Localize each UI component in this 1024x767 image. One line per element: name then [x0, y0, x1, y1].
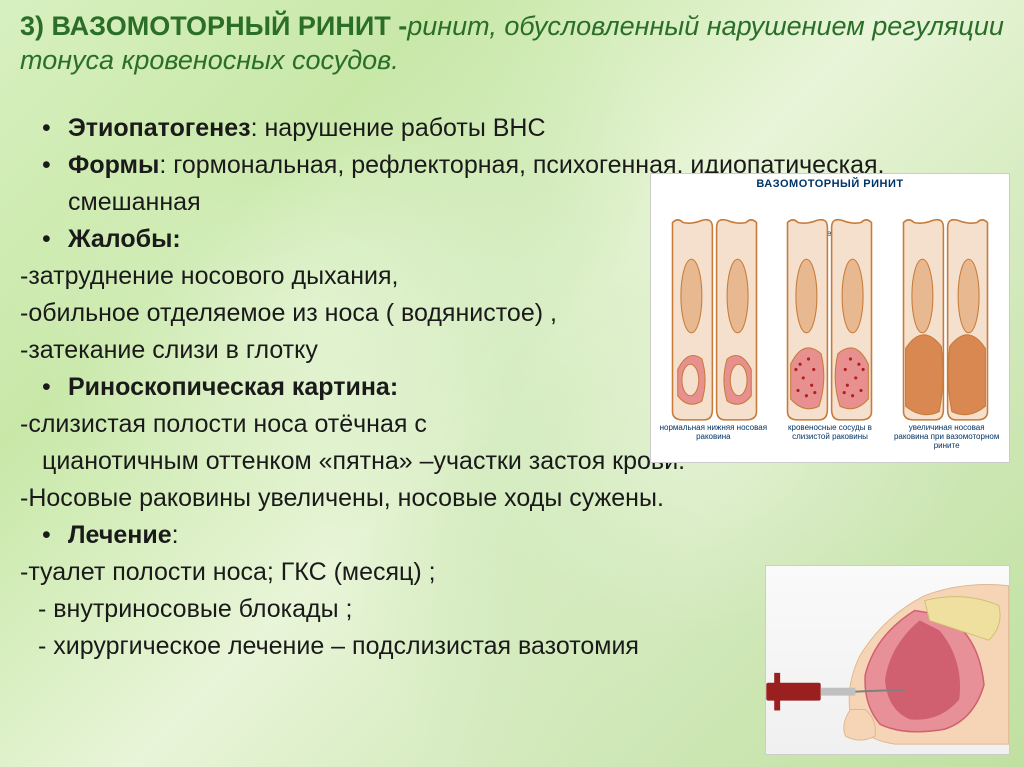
list-item-text: : нарушение работы ВНС — [251, 114, 546, 142]
figure1-title: ВАЗОМОТОРНЫЙ РИНИТ — [651, 174, 1009, 192]
title-number: 3) — [20, 11, 44, 41]
list-item-bold: Лечение — [68, 521, 172, 549]
list-item-text: -Носовые раковины увеличены, носовые ход… — [20, 484, 664, 512]
list-item-text: -туалет полости носа; ГКС (месяц) ; — [20, 558, 436, 586]
nasal-normal — [662, 212, 767, 422]
list-item-bold: Жалобы: — [68, 225, 181, 253]
list-item-bold: Этиопатогенез — [68, 114, 251, 142]
list-item-text: - внутриносовые блокады ; — [38, 595, 352, 623]
slide-title: 3) ВАЗОМОТОРНЫЙ РИНИТ -ринит, обусловлен… — [20, 10, 1004, 78]
list-item: Лечение: — [20, 517, 1004, 554]
caption-3: увеличиная носовая раковина при вазомото… — [891, 424, 1003, 450]
list-item: Этиопатогенез: нарушение работы ВНС — [20, 110, 1004, 147]
figure1-captions: нормальная нижняя носовая раковина крове… — [651, 422, 1009, 452]
figure-injection — [765, 565, 1010, 755]
list-item-text: -затруднение носового дыхания, — [20, 262, 398, 290]
list-item-text: цианотичным оттенком «пятна» –участки за… — [42, 447, 685, 475]
list-item-text: : — [172, 521, 179, 549]
list-item-text: - хирургическое лечение – подслизистая в… — [38, 632, 639, 660]
list-item-text: -затекание слизи в глотку — [20, 336, 318, 364]
nasal-vessels — [777, 212, 882, 422]
list-item-bold: Риноскопическая картина: — [68, 373, 398, 401]
nasal-enlarged — [893, 212, 998, 422]
list-item: -Носовые раковины увеличены, носовые ход… — [20, 480, 1004, 517]
caption-2: кровеносные сосуды в слизистой раковины — [774, 424, 886, 450]
figure-nasal-diagram: ВАЗОМОТОРНЫЙ РИНИТ носовая перегородка — [650, 173, 1010, 463]
title-strong: ВАЗОМОТОРНЫЙ РИНИТ - — [52, 11, 408, 41]
caption-1: нормальная нижняя носовая раковина — [657, 424, 769, 450]
list-item-bold: Формы — [68, 151, 159, 179]
list-item-text: -слизистая полости носа отёчная с — [20, 410, 427, 438]
list-item-text: -обильное отделяемое из носа ( водянисто… — [20, 299, 557, 327]
